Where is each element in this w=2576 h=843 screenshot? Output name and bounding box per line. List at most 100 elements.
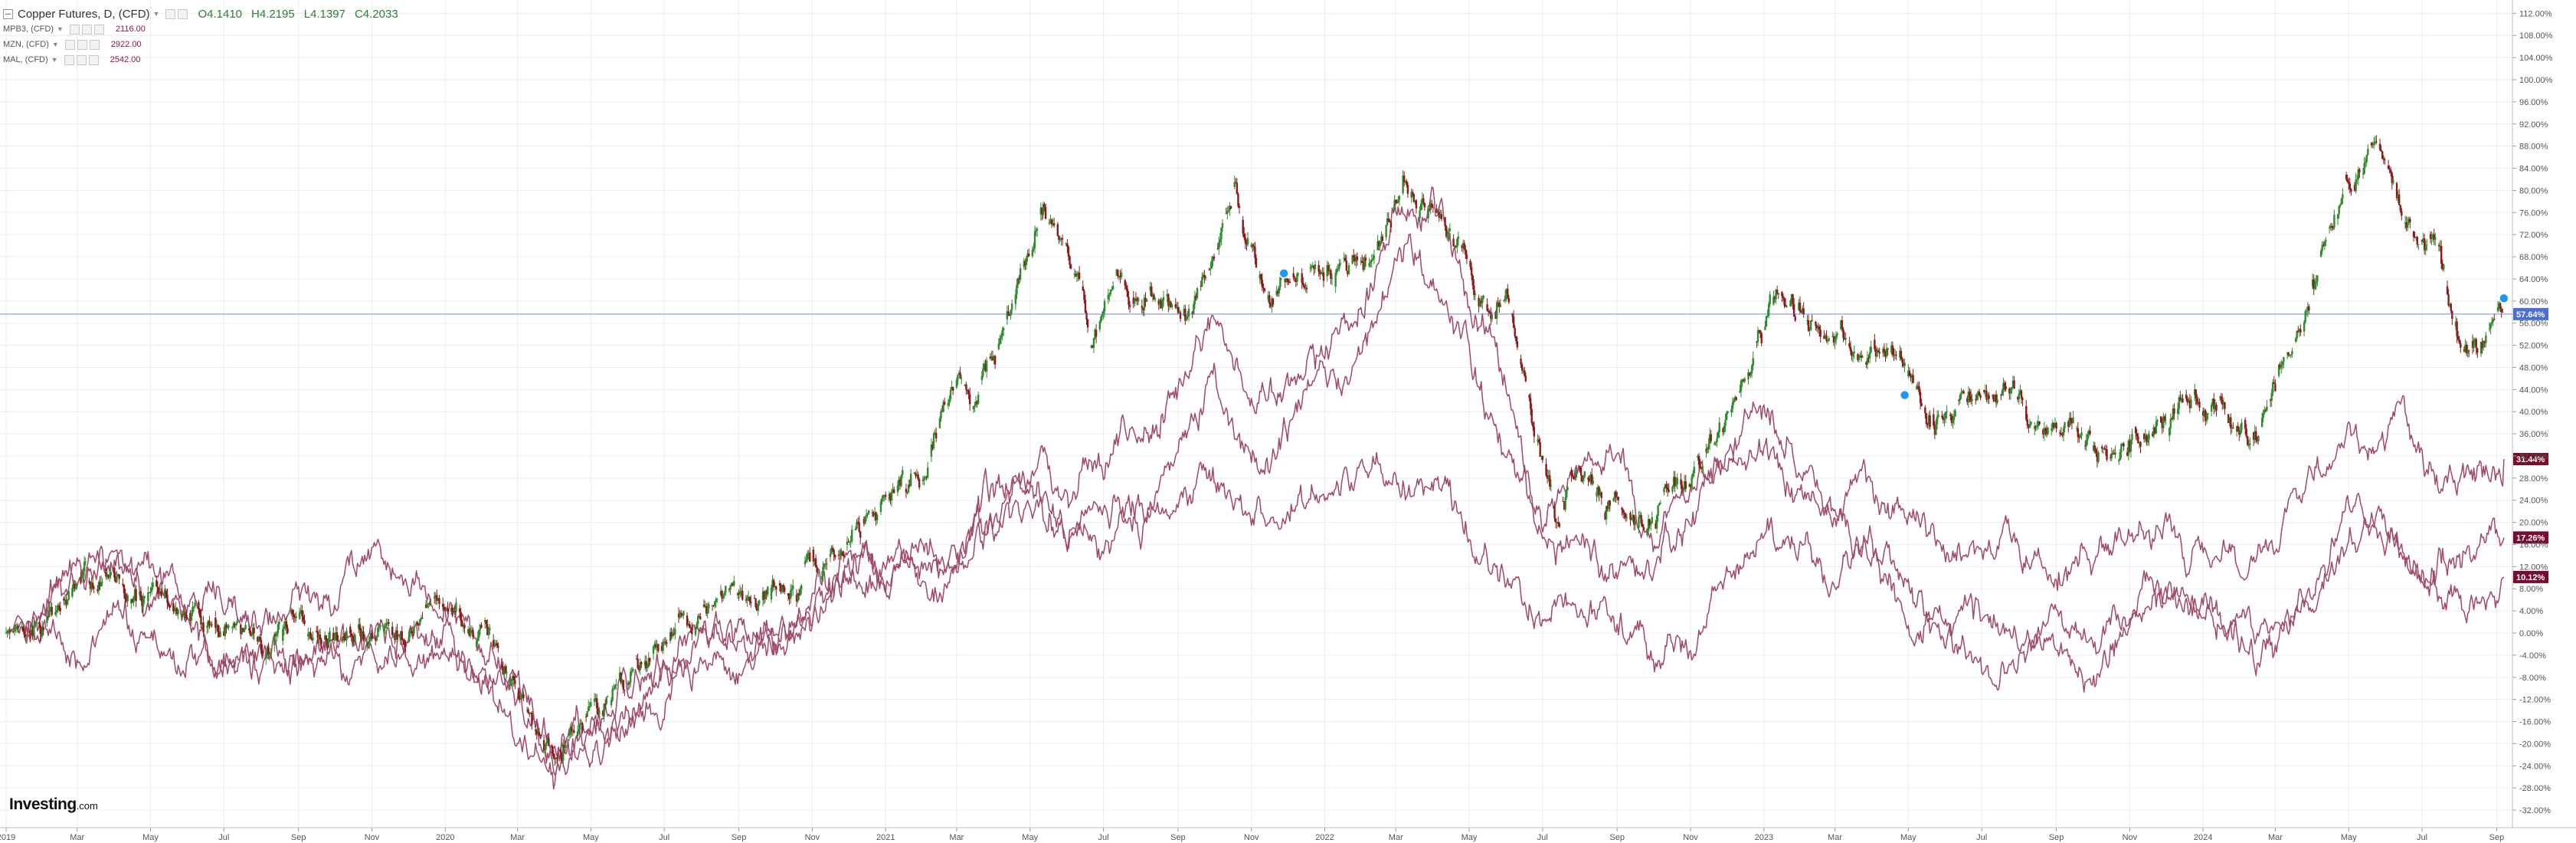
candle-body bbox=[889, 494, 892, 500]
candle-body bbox=[1356, 256, 1359, 261]
candle-body bbox=[1109, 289, 1112, 294]
candle-body bbox=[2448, 303, 2451, 306]
candle-body bbox=[2270, 392, 2273, 401]
candle-body bbox=[479, 625, 482, 631]
candle-body bbox=[521, 694, 524, 697]
series-name[interactable]: MZN, (CFD) bbox=[3, 40, 49, 49]
candle-body bbox=[1345, 261, 1348, 271]
candle-body bbox=[977, 395, 980, 404]
candle-body bbox=[1623, 512, 1625, 515]
candle-body bbox=[243, 629, 246, 632]
candle-body bbox=[774, 586, 776, 587]
candle-body bbox=[1522, 370, 1524, 372]
candle-body bbox=[135, 589, 137, 602]
candle-body bbox=[729, 586, 732, 590]
candle-body bbox=[1537, 439, 1539, 442]
candle-body bbox=[1874, 339, 1876, 349]
candle-body bbox=[1528, 395, 1530, 399]
candle-body bbox=[1372, 258, 1374, 261]
close-icon[interactable] bbox=[89, 39, 100, 50]
visibility-icon[interactable] bbox=[64, 39, 75, 50]
candle-body bbox=[1353, 254, 1355, 257]
chevron-down-icon[interactable]: ▼ bbox=[152, 10, 160, 18]
candle-body bbox=[1591, 474, 1593, 484]
candle-body bbox=[908, 484, 911, 487]
candle-body bbox=[519, 698, 521, 700]
candle-body bbox=[1910, 375, 1912, 378]
candle-body bbox=[2440, 245, 2443, 264]
y-tick-label: 64.00% bbox=[2519, 275, 2548, 284]
candle-body bbox=[2009, 389, 2012, 394]
x-tick-label: 2021 bbox=[876, 833, 895, 842]
series-name[interactable]: MAL, (CFD) bbox=[3, 55, 48, 64]
candle-body bbox=[1397, 199, 1399, 203]
candle-body bbox=[1471, 275, 1474, 286]
candle-body bbox=[1153, 294, 1155, 300]
candle-body bbox=[1633, 514, 1635, 525]
candle-body bbox=[1834, 339, 1836, 343]
candle-body bbox=[1515, 336, 1517, 342]
candle-body bbox=[307, 634, 309, 637]
candle-body bbox=[2038, 421, 2041, 425]
candle-body bbox=[657, 644, 660, 651]
candle-body bbox=[546, 738, 549, 743]
candle-body bbox=[99, 582, 101, 586]
candle-body bbox=[234, 623, 237, 626]
candle-body bbox=[1890, 345, 1893, 353]
candle-body bbox=[1455, 245, 1457, 248]
candle-body bbox=[1126, 288, 1129, 297]
close-icon[interactable] bbox=[93, 24, 104, 34]
main-series-title[interactable]: Copper Futures, D, (CFD) bbox=[18, 7, 150, 21]
candle-body bbox=[453, 610, 457, 612]
candle-body bbox=[2030, 422, 2032, 425]
visibility-icon[interactable] bbox=[64, 54, 74, 65]
candle-body bbox=[80, 576, 82, 579]
logo-suffix: .com bbox=[76, 800, 98, 812]
candle-body bbox=[1427, 208, 1429, 218]
candle-body bbox=[2224, 402, 2226, 409]
candle-body bbox=[1625, 514, 1627, 518]
candle-body bbox=[259, 636, 261, 641]
visibility-icon[interactable] bbox=[69, 24, 80, 34]
candle-body bbox=[1010, 310, 1012, 317]
candle-body bbox=[1978, 391, 1981, 395]
close-icon[interactable] bbox=[178, 8, 188, 19]
candle-body bbox=[907, 484, 910, 493]
candle-body bbox=[7, 631, 10, 633]
candle-body bbox=[1435, 208, 1438, 213]
candle-body bbox=[385, 622, 388, 626]
candle-body bbox=[1634, 520, 1636, 525]
candle-body bbox=[571, 727, 573, 732]
candle-body bbox=[1520, 359, 1522, 365]
candle-body bbox=[982, 368, 984, 376]
settings-icon[interactable] bbox=[77, 39, 87, 50]
candle-body bbox=[2165, 419, 2167, 421]
candle-body bbox=[951, 387, 954, 391]
settings-icon[interactable] bbox=[81, 24, 92, 34]
candle-body bbox=[2254, 431, 2256, 440]
candle-body bbox=[559, 750, 562, 754]
candle-body bbox=[1671, 486, 1674, 492]
chevron-down-icon[interactable]: ▼ bbox=[51, 56, 58, 64]
candle-body bbox=[2044, 428, 2047, 431]
candle-body bbox=[859, 531, 862, 538]
candle-body bbox=[1208, 269, 1210, 271]
candle-body bbox=[1588, 480, 1591, 481]
chevron-down-icon[interactable]: ▼ bbox=[57, 25, 64, 33]
candle-body bbox=[590, 702, 592, 707]
collapse-icon[interactable] bbox=[3, 8, 13, 19]
settings-icon[interactable] bbox=[165, 8, 176, 19]
candle-body bbox=[1530, 408, 1533, 423]
candle-body bbox=[893, 489, 895, 494]
chevron-down-icon[interactable]: ▼ bbox=[51, 41, 59, 48]
candle-body bbox=[192, 606, 195, 608]
candle-body bbox=[2051, 428, 2053, 431]
candle-body bbox=[2247, 444, 2250, 446]
candle-body bbox=[527, 709, 529, 713]
series-name[interactable]: MPB3, (CFD) bbox=[3, 25, 54, 34]
close-icon[interactable] bbox=[88, 54, 99, 65]
settings-icon[interactable] bbox=[76, 54, 87, 65]
candle-body bbox=[1120, 272, 1123, 277]
candle-body bbox=[890, 491, 893, 500]
